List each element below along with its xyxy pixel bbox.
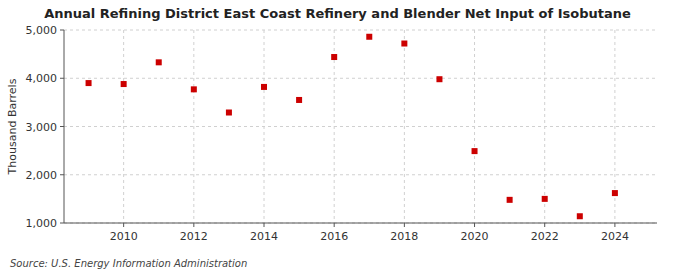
chart-svg: Annual Refining District East Coast Refi… xyxy=(0,0,675,275)
y-tick-label: 3,000 xyxy=(26,121,58,134)
point xyxy=(86,80,92,86)
x-tick xyxy=(474,223,475,227)
point xyxy=(577,213,583,219)
y-axis-label: Thousand Barrels xyxy=(6,78,19,175)
point xyxy=(191,86,197,92)
x-tick-label: 2014 xyxy=(250,230,278,243)
x-axis-line xyxy=(64,223,657,224)
y-tick-label: 2,000 xyxy=(26,169,58,182)
source-note: Source: U.S. Energy Information Administ… xyxy=(10,258,247,269)
point xyxy=(296,97,302,103)
x-tick xyxy=(614,223,615,227)
y-grid-line xyxy=(64,223,657,224)
y-tick xyxy=(60,30,64,31)
x-grid-line xyxy=(404,30,405,223)
x-tick xyxy=(334,223,335,227)
point xyxy=(366,34,372,40)
y-grid-line xyxy=(64,30,657,31)
y-tick-label: 5,000 xyxy=(26,24,58,37)
points xyxy=(86,34,618,219)
x-tick-label: 2020 xyxy=(461,230,489,243)
x-tick-label: 2010 xyxy=(110,230,138,243)
point xyxy=(121,81,127,87)
grid xyxy=(64,30,657,223)
x-tick xyxy=(193,223,194,227)
x-tick xyxy=(544,223,545,227)
y-tick xyxy=(60,223,64,224)
point xyxy=(612,190,618,196)
x-tick xyxy=(404,223,405,227)
x-grid-line xyxy=(474,30,475,223)
x-tick-label: 2012 xyxy=(180,230,208,243)
y-tick-label: 1,000 xyxy=(26,217,58,230)
y-tick-label: 4,000 xyxy=(26,72,58,85)
x-tick-label: 2024 xyxy=(601,230,629,243)
x-grid-line xyxy=(544,30,545,223)
point xyxy=(331,54,337,60)
point xyxy=(401,41,407,47)
point xyxy=(507,197,513,203)
x-grid-line xyxy=(264,30,265,223)
point xyxy=(436,76,442,82)
x-grid-line xyxy=(193,30,194,223)
point xyxy=(472,148,478,154)
title: Annual Refining District East Coast Refi… xyxy=(44,6,631,21)
y-grid-line xyxy=(64,78,657,79)
x-tick xyxy=(123,223,124,227)
x-tick xyxy=(264,223,265,227)
x-grid-line xyxy=(123,30,124,223)
chart-container: Annual Refining District East Coast Refi… xyxy=(0,0,675,275)
y-tick xyxy=(60,126,64,127)
point xyxy=(156,59,162,65)
point xyxy=(226,110,232,116)
y-grid-line xyxy=(64,126,657,127)
x-tick-label: 2016 xyxy=(320,230,348,243)
y-tick xyxy=(60,78,64,79)
point xyxy=(261,84,267,90)
y-grid-line xyxy=(64,174,657,175)
x-tick-label: 2022 xyxy=(531,230,559,243)
y-axis-line xyxy=(64,30,65,223)
x-tick-label: 2018 xyxy=(390,230,418,243)
axes: 1,000 2,000 3,000 4,000 5,000 2010 2012 2014 201… xyxy=(26,24,658,243)
point xyxy=(542,196,548,202)
y-tick xyxy=(60,174,64,175)
